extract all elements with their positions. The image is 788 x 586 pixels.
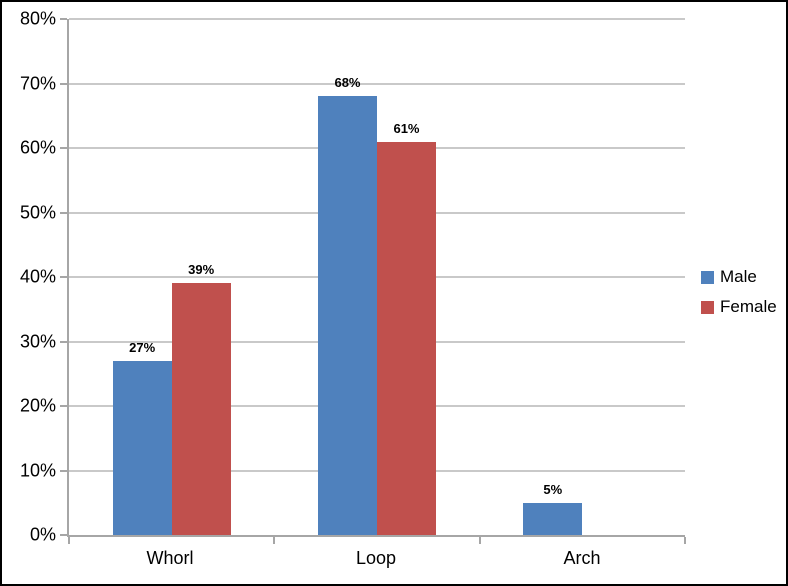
bar-series-area: 27% 39% 68% 61% 5% [69,19,685,535]
x-axis-tick [68,537,70,544]
y-axis-tick [60,211,67,214]
category-group-whorl: 27% 39% [69,19,274,535]
bar-value-label: 68% [334,75,361,91]
y-axis: 0% 10% 20% 30% 40% 50% 60% 70% 80% [2,9,56,545]
y-axis-label: 20% [19,395,56,416]
y-axis-label: 0% [29,524,56,545]
x-axis: Whorl Loop Arch [67,548,685,569]
y-axis-label: 80% [19,8,56,29]
y-axis-tick [60,82,67,85]
y-axis-tick [60,147,67,149]
bar-slot: 39% [171,19,231,535]
y-axis-label: 30% [19,331,56,351]
y-axis-label: 50% [19,202,56,222]
x-axis-tick [478,537,481,544]
bar-slot [582,19,641,535]
bar-male-arch [523,502,583,535]
y-axis-tick [60,405,67,407]
legend-label: Female [720,297,777,316]
y-axis-label: 60% [19,137,56,158]
bar-slot: 5% [523,19,583,535]
x-axis-label-loop: Loop [355,548,397,568]
category-group-arch: 5% [480,19,685,535]
bar-female-whorl [171,283,231,535]
x-axis-label-whorl: Whorl [146,548,194,568]
bar-value-label: 27% [129,339,156,355]
x-axis-tick [684,537,686,544]
x-axis-label-arch: Arch [563,548,601,568]
legend-item-male: Male [701,267,777,287]
x-axis-tick [273,537,276,544]
legend-label: Male [720,267,757,286]
category-group-loop: 68% 61% [274,19,479,535]
y-axis-tick [60,534,67,536]
bar-male-loop [317,96,377,535]
bar-male-whorl [112,360,172,535]
bar-value-label: 39% [188,262,215,278]
bar-value-label: 5% [543,481,563,497]
bar-slot: 61% [376,19,436,535]
gridline [69,82,685,85]
plot-area: 27% 39% 68% 61% 5% [60,18,686,544]
y-axis-label: 40% [19,266,56,287]
y-axis-tick [60,469,67,472]
legend-item-female: Female [701,297,777,317]
y-axis-label: 10% [19,460,56,480]
bar-slot: 68% [317,19,377,535]
y-axis-tick [60,18,67,20]
legend: Male Female [701,267,777,317]
y-axis-label: 70% [19,73,56,93]
bar-female-loop [376,141,436,535]
legend-swatch-icon [701,300,714,314]
legend-swatch-icon [701,270,714,284]
y-axis-tick [60,340,67,343]
bar-slot: 27% [112,19,172,535]
y-axis-tick [60,276,67,278]
gridline [69,18,685,20]
bar-value-label: 61% [393,120,420,136]
